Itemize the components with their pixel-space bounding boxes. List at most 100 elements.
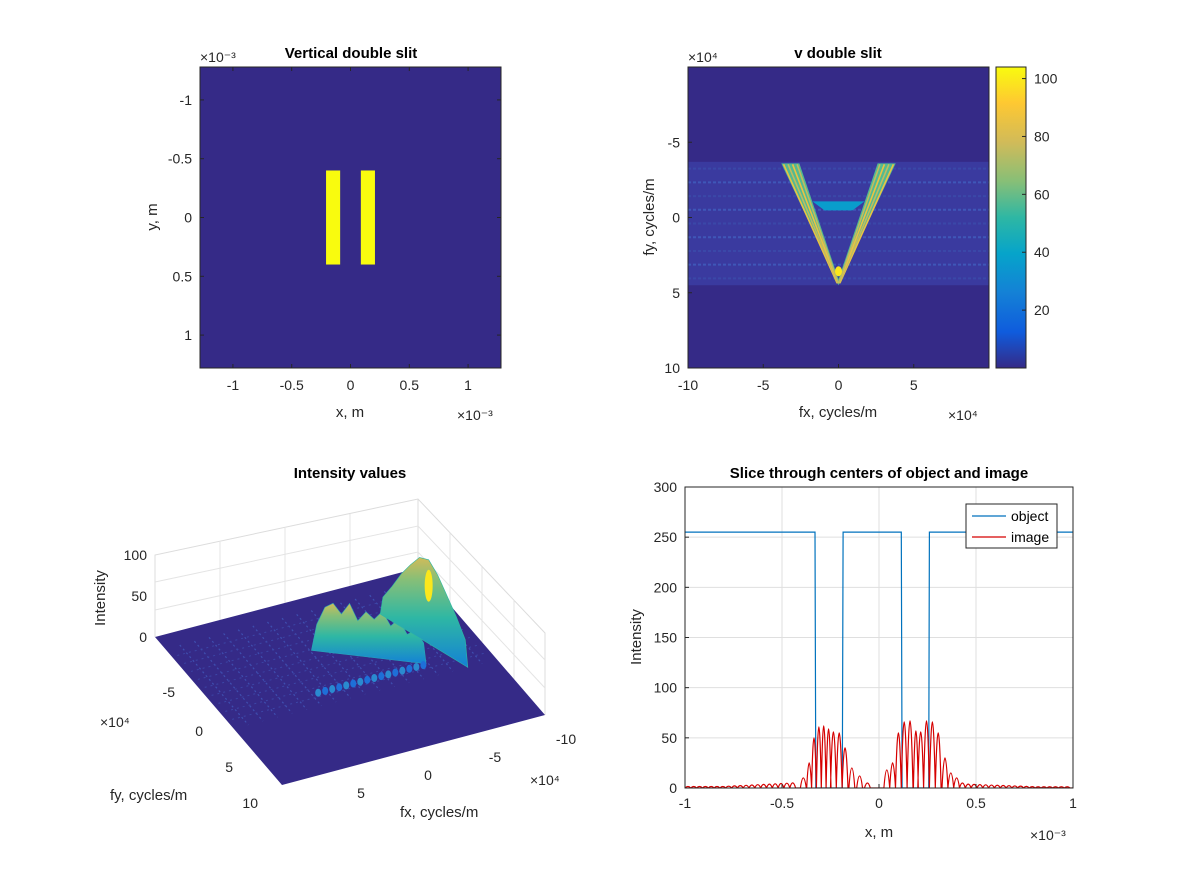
v-peak (835, 266, 842, 277)
chart-slice: Slice through centers of object and imag… (628, 465, 1077, 843)
chart4-x-tick-label: -1 (679, 795, 692, 811)
chart1-title: Vertical double slit (285, 45, 418, 62)
chart1-slits (326, 170, 375, 265)
chart4-title: Slice through centers of object and imag… (730, 465, 1028, 482)
chart4-y-tick-label: 100 (654, 680, 678, 696)
chart2-y-exponent: ×10⁴ (688, 49, 718, 65)
chart2-x-ticks: -10 -5 0 5 (678, 364, 918, 393)
chart4-x-tick-label: 1 (1069, 795, 1077, 811)
chart3-fy-tick-label: 10 (242, 795, 258, 811)
chart2-y-tick-label: -5 (668, 134, 681, 150)
chart2-y-tick-label: 10 (664, 360, 680, 376)
chart3-fx-tick-label: 0 (424, 767, 432, 783)
chart1-y-tick-label: -0.5 (168, 151, 192, 167)
chart1-y-tick-label: -1 (180, 92, 193, 108)
chart3-z-ticks: 0 50 100 (124, 547, 148, 645)
v-fringe (837, 164, 881, 284)
chart3-title: Intensity values (294, 465, 407, 482)
chart1-x-label: x, m (336, 404, 364, 421)
colorbar-tick-label: 20 (1034, 302, 1050, 318)
chart3-x-exponent: ×10⁴ (530, 772, 560, 788)
surface-ripple (218, 636, 472, 704)
surface-peak (424, 569, 433, 602)
chart2-x-tick-label: 5 (910, 377, 918, 393)
surface-ridge-2 (379, 557, 469, 668)
chart3-y-label: fy, cycles/m (110, 787, 187, 804)
chart3-fy-tick-label: -5 (163, 684, 176, 700)
colorbar-tick-label: 100 (1034, 71, 1058, 87)
surface-sidelobe (406, 664, 413, 673)
slit-2 (360, 170, 375, 265)
chart4-x-exponent: ×10⁻³ (1030, 827, 1066, 843)
surface-sidelobe (357, 677, 364, 686)
chart4-y-tick-label: 150 (654, 630, 678, 646)
chart3-z-tick-label: 50 (131, 588, 147, 604)
chart3-peaks (311, 557, 469, 697)
surface-ripple (225, 644, 478, 712)
chart3-fy-tick-label: 0 (195, 723, 203, 739)
chart1-y-ticks: -1 -0.5 0 0.5 1 (168, 92, 501, 343)
surface-ripple (232, 652, 485, 720)
chart4-x-tick-label: 0 (875, 795, 883, 811)
chart1-plot-area (199, 66, 502, 369)
chart1-x-exponent: ×10⁻³ (457, 407, 493, 423)
chart2-y-ticks: -5 0 5 10 (664, 134, 692, 376)
surface-sidelobe (336, 683, 343, 692)
chart4-y-tick-label: 250 (654, 529, 678, 545)
chart2-title: v double slit (794, 45, 882, 62)
v-crossbar (812, 201, 865, 211)
surface-sidelobe (371, 674, 378, 683)
chart-intensity-surface: Intensity values 0 50 100 -5 0 5 10 -10 -5 0 5 I… (92, 465, 576, 821)
colorbar-tick-label: 60 (1034, 186, 1050, 202)
v-fringe (796, 164, 840, 284)
chart2-x-exponent: ×10⁴ (948, 407, 978, 423)
chart4-object-line (685, 531, 1073, 788)
surface-sidelobe (329, 685, 336, 694)
chart-vertical-double-slit: Vertical double slit -1 -0.5 0 0.5 1 -1 -0.5 0… (144, 45, 502, 423)
colorbar-tick-label: 40 (1034, 244, 1050, 260)
chart1-y-tick-label: 1 (184, 327, 192, 343)
chart3-fx-tick-label: 5 (357, 785, 365, 801)
chart4-x-tick-label: -0.5 (770, 795, 794, 811)
chart3-y-exponent: ×10⁴ (100, 714, 130, 730)
surface-sidelobe (392, 668, 399, 677)
surface-sidelobe (322, 686, 329, 695)
legend-object-label: object (1011, 508, 1048, 524)
legend-image-label: image (1011, 529, 1049, 545)
surface-sidelobe (315, 688, 322, 697)
chart2-spectrum-band (688, 161, 989, 286)
chart3-axes-box (154, 498, 546, 715)
chart1-x-ticks: -1 -0.5 0 0.5 1 (227, 67, 472, 393)
chart4-y-tick-label: 300 (654, 479, 678, 495)
chart2-x-label: fx, cycles/m (799, 404, 877, 421)
chart-v-double-slit: v double slit -10 -5 0 5 -5 0 5 10 fx, cycles/… (641, 45, 1058, 423)
chart1-y-exponent: ×10⁻³ (200, 49, 236, 65)
chart3-fx-tick-label: -10 (556, 731, 576, 747)
colorbar-tick-label: 80 (1034, 128, 1050, 144)
v-fringe (838, 164, 890, 284)
surface-sidelobe (350, 679, 357, 688)
chart4-y-tick-label: 200 (654, 579, 678, 595)
v-fringe (787, 164, 839, 284)
chart2-x-tick-label: 0 (835, 377, 843, 393)
surface-sidelobe (413, 662, 420, 671)
chart4-y-ticks: 0 50 100 150 200 250 300 (654, 479, 689, 796)
chart1-x-tick-label: 0.5 (400, 377, 420, 393)
chart2-x-tick-label: -5 (757, 377, 770, 393)
chart2-y-label: fy, cycles/m (641, 178, 658, 255)
chart2-x-tick-label: -10 (678, 377, 698, 393)
chart2-y-tick-label: 5 (672, 285, 680, 301)
chart1-x-tick-label: 0 (347, 377, 355, 393)
chart2-colorbar (995, 66, 1027, 369)
v-fringe (839, 163, 895, 284)
surface-sidelobe (364, 675, 371, 684)
chart4-x-label: x, m (865, 824, 893, 841)
surface-sidelobe (420, 661, 427, 670)
chart4-legend: object image (965, 503, 1058, 549)
chart2-colorbar-ticks: 20 40 60 80 100 (1022, 71, 1058, 318)
chart3-fx-ticks: -10 -5 0 5 (357, 731, 576, 801)
chart2-y-tick-label: 0 (672, 210, 680, 226)
chart4-y-tick-label: 0 (669, 780, 677, 796)
chart1-y-label: y, m (144, 203, 161, 230)
